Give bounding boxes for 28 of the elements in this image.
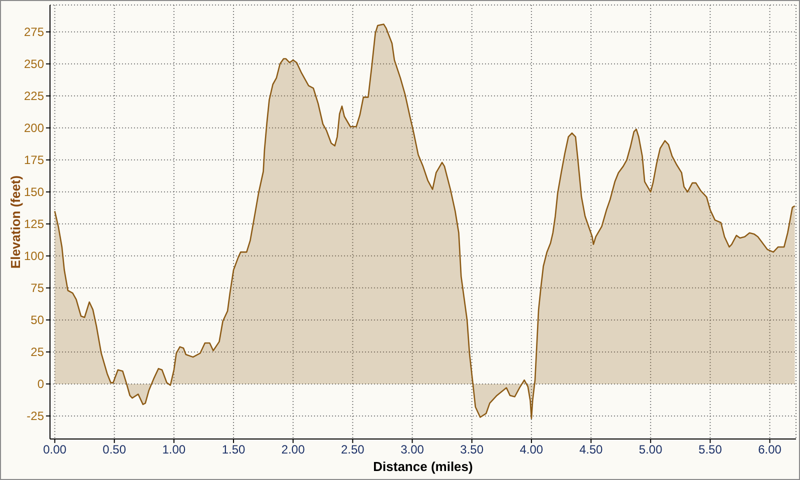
x-tick-label: 5.00 <box>638 442 663 457</box>
x-tick-label: 2.50 <box>341 442 365 457</box>
x-tick-label: 3.50 <box>460 442 484 457</box>
y-tick-label: -25 <box>26 409 44 424</box>
x-tick-label: 6.00 <box>758 442 782 457</box>
y-tick-label: 200 <box>24 121 44 136</box>
x-tick-label: 4.50 <box>579 442 604 457</box>
x-tick-label: 0.00 <box>43 442 67 457</box>
y-tick-label: 125 <box>24 217 44 232</box>
y-tick-label: 175 <box>24 153 44 168</box>
x-tick-label: 1.00 <box>162 442 186 457</box>
y-axis-title: Elevation (feet) <box>8 175 22 269</box>
x-tick-label: 4.00 <box>520 442 544 457</box>
x-tick-label: 1.50 <box>222 442 246 457</box>
y-tick-label: 225 <box>24 89 44 104</box>
x-tick-label: 3.00 <box>400 442 424 457</box>
y-tick-label: 275 <box>24 25 44 40</box>
y-tick-label: 250 <box>24 57 44 72</box>
y-tick-label: 50 <box>30 313 44 328</box>
y-tick-label: 100 <box>24 249 44 264</box>
y-tick-label: 25 <box>30 345 44 360</box>
y-tick-label: 75 <box>30 281 44 296</box>
x-tick-label: 2.00 <box>281 442 306 457</box>
x-tick-label: 0.50 <box>102 442 126 457</box>
x-tick-label: 5.50 <box>698 442 722 457</box>
y-tick-label: 150 <box>24 185 44 200</box>
x-axis-title: Distance (miles) <box>373 459 473 474</box>
y-tick-label: 0 <box>37 377 44 392</box>
